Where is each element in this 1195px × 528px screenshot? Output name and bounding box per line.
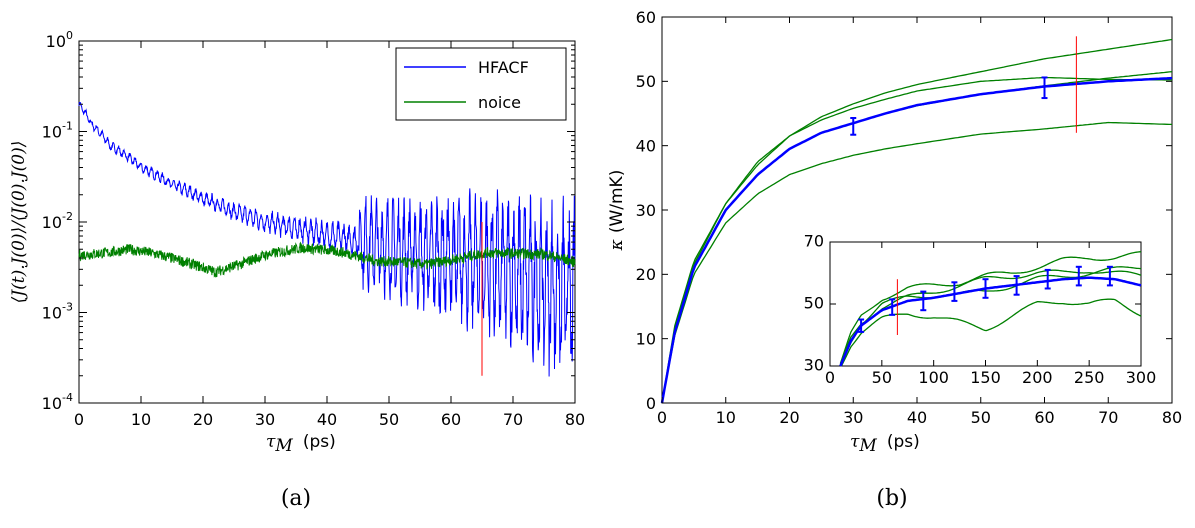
- panel-b-ytick-label: 10: [636, 329, 656, 348]
- panel-a-ytick-label: 100: [46, 29, 73, 51]
- panel-b-series-line: [661, 76, 1172, 404]
- panel-b-errorbar: [1041, 76, 1048, 100]
- legend-label-noice: noice: [478, 93, 521, 112]
- panel-a-xtick-label: 70: [503, 410, 523, 429]
- inset-errorbar: [1013, 275, 1020, 296]
- panel-b-inset: 0 50 100 150 200 250 300 30 50 70: [804, 232, 1157, 387]
- panel-b-ytick-label: 0: [646, 394, 656, 413]
- panel-b-ylabel-symbol: κ: [607, 239, 627, 251]
- panel-a-series-noice: [78, 241, 576, 278]
- panel-b-ytick-label: 30: [636, 201, 656, 220]
- panel-b-caption: (b): [876, 486, 907, 511]
- panel-b-series-line: [661, 121, 1172, 404]
- panel-b-xtick-label: 50: [971, 408, 991, 427]
- panel-a-xtick-label: 20: [193, 410, 213, 429]
- panel-b-xtick-label: 10: [716, 408, 736, 427]
- panel-a-xtick-label: 60: [441, 410, 461, 429]
- panel-b-xtick-label: 70: [1098, 408, 1118, 427]
- inset-errorbar: [920, 290, 927, 312]
- panel-a-xlabel: τM (ps): [266, 432, 336, 456]
- panel-b-xtick-label: 0: [657, 408, 667, 427]
- panel-a-ytick-label: 10-4: [42, 391, 73, 413]
- panel-b-xtick-label: 20: [779, 408, 799, 427]
- panel-a-xtick-label: 50: [379, 410, 399, 429]
- panel-b-xlabel: τM (ps): [850, 432, 920, 456]
- panel-a-legend: HFACF noice: [395, 47, 567, 121]
- panel-b-series-line: [660, 76, 1173, 404]
- panel-a-ytick-label: 10-3: [42, 301, 73, 323]
- panel-b-x-ticks: 0 10 20 30 40 50 60 70 80: [657, 17, 1182, 427]
- panel-b-ytick-label: 50: [636, 72, 656, 91]
- panel-b-xlabel-unit: (ps): [887, 432, 920, 452]
- panel-a-y-ticks: 100 10-1 10-2 10-3 10-4: [42, 29, 575, 413]
- panel-b-errorbar: [850, 117, 857, 136]
- inset-xtick-label: 0: [825, 368, 835, 387]
- inset-ytick-label: 50: [804, 294, 824, 313]
- legend-label-hfacf: HFACF: [478, 58, 529, 77]
- inset-series-line: [839, 269, 1142, 364]
- inset-errorbar: [982, 278, 989, 299]
- inset-xtick-label: 100: [918, 368, 949, 387]
- panel-b-ytick-label: 60: [636, 8, 656, 27]
- inset-x-ticks: 0 50 100 150 200 250 300: [825, 242, 1156, 387]
- inset-errorbar: [1044, 268, 1051, 290]
- panel-a-ylabel: ⟨J(t).J(0)⟩/⟨J(0).J(0)⟩: [9, 141, 29, 304]
- panel-b-xtick-label: 40: [907, 408, 927, 427]
- panel-a-caption: (a): [281, 486, 311, 511]
- inset-xtick-label: 50: [872, 368, 892, 387]
- panel-b-xtick-label: 60: [1034, 408, 1054, 427]
- inset-errorbars: [858, 265, 1113, 333]
- panel-b-ylabel-unit: (W/mK): [607, 170, 627, 234]
- inset-xtick-label: 300: [1126, 368, 1157, 387]
- legend-box: [395, 47, 567, 121]
- inset-errorbar: [1106, 265, 1113, 287]
- panel-b-xlabel-symbol: τ: [850, 432, 860, 452]
- panel-b-ytick-label: 40: [636, 136, 656, 155]
- panel-a-xlabel-symbol: τ: [266, 432, 276, 452]
- inset-xtick-label: 250: [1074, 368, 1105, 387]
- panel-b-errorbars: [850, 76, 1048, 136]
- panel-a-xlabel-sub: M: [274, 436, 293, 456]
- inset-series-line: [839, 276, 1142, 367]
- panel-b-ytick-label: 20: [636, 265, 656, 284]
- panel-b-ylabel: κ (W/mK): [607, 170, 627, 252]
- inset-ytick-label: 30: [804, 356, 824, 375]
- panel-b-xlabel-sub: M: [858, 436, 877, 456]
- panel-a-chart: 0 10 20 30 40 50 60 70 80 100 10-1 10-2 10-3 10-4 HF…: [9, 29, 585, 511]
- inset-errorbar: [889, 298, 896, 316]
- panel-a-xlabel-unit: (ps): [303, 432, 336, 452]
- inset-y-ticks: 30 50 70: [804, 232, 1141, 375]
- inset-series-line: [839, 251, 1142, 364]
- panel-a-xtick-label: 10: [131, 410, 151, 429]
- panel-b-series-line: [661, 38, 1173, 404]
- panel-a-xtick-label: 80: [565, 410, 585, 429]
- panel-a-xtick-label: 0: [74, 410, 84, 429]
- inset-errorbar: [1075, 265, 1082, 287]
- panel-b-series-group: [660, 38, 1173, 404]
- panel-a-ytick-label: 10-1: [42, 120, 73, 142]
- panel-b-chart: 0 10 20 30 40 50 60 70 80 0 10 20 30 40 50 60 0 50 100 15…: [607, 8, 1182, 511]
- inset-xtick-label: 200: [1022, 368, 1053, 387]
- panel-a-xtick-label: 30: [255, 410, 275, 429]
- panel-b-y-ticks: 0 10 20 30 40 50 60: [636, 8, 1172, 413]
- panel-a-ytick-label: 10-2: [42, 210, 73, 232]
- inset-ytick-label: 70: [804, 232, 824, 251]
- inset-errorbar: [858, 318, 865, 333]
- panel-a-series-hfacf: [78, 102, 576, 377]
- panel-b-xtick-label: 80: [1162, 408, 1182, 427]
- panel-a-xtick-label: 40: [317, 410, 337, 429]
- inset-xtick-label: 150: [970, 368, 1001, 387]
- panel-a-series-group: [78, 102, 576, 377]
- panel-a-x-ticks: 0 10 20 30 40 50 60 70 80: [74, 41, 585, 429]
- panel-b-xtick-label: 30: [843, 408, 863, 427]
- inset-errorbar: [951, 281, 958, 302]
